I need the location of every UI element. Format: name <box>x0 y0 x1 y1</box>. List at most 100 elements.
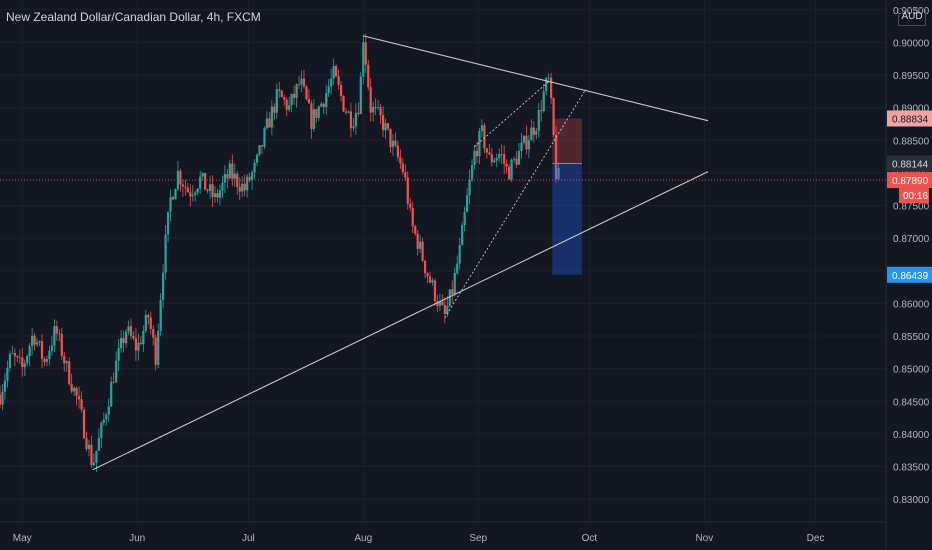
candle-body <box>31 335 34 347</box>
y-tick-label: 0.85500 <box>893 332 930 343</box>
candle-body <box>48 350 51 360</box>
candle-body <box>522 135 526 143</box>
trendlines[interactable] <box>92 35 709 471</box>
candle-body <box>213 193 217 197</box>
candle-body <box>196 188 199 193</box>
y-tick-label: 0.83500 <box>893 463 930 474</box>
candle-body <box>288 105 291 110</box>
y-tick-label: 0.87500 <box>893 202 930 213</box>
candle-body <box>475 150 479 157</box>
candle-body <box>82 409 86 439</box>
candle-body <box>461 224 464 246</box>
position-zones[interactable] <box>552 118 583 275</box>
candle-body <box>132 335 135 339</box>
candle-body <box>456 263 459 273</box>
candle-body <box>478 130 481 157</box>
candle-body <box>470 165 474 180</box>
candle-body <box>465 195 469 212</box>
candle-body <box>302 78 306 87</box>
stop-loss-zone <box>552 118 583 164</box>
candle-body <box>92 462 96 466</box>
y-tick-label: 0.84000 <box>893 430 930 441</box>
candle-body <box>386 123 390 129</box>
candle-body <box>80 399 83 410</box>
candle-body <box>525 135 528 150</box>
currency-badge[interactable]: AUD <box>898 8 926 26</box>
candle-body <box>488 152 491 155</box>
candle-body <box>6 367 9 381</box>
candle-body <box>184 186 187 188</box>
candle-body <box>557 167 560 180</box>
candle-body <box>68 361 71 385</box>
candle-body <box>8 353 11 368</box>
candle-body <box>265 118 269 129</box>
candle-body <box>292 93 296 98</box>
chart-title: New Zealand Dollar/Canadian Dollar, 4h, … <box>6 10 261 24</box>
candle-body <box>554 134 558 180</box>
candle-body <box>419 241 422 249</box>
candle-body <box>246 176 249 191</box>
candle-body <box>166 211 170 235</box>
x-tick-label: May <box>13 533 32 544</box>
candle-body <box>290 93 293 106</box>
y-tick-label: 0.87000 <box>893 234 930 245</box>
x-tick-label: Dec <box>807 533 825 544</box>
candle-body <box>443 304 446 315</box>
candle-body <box>216 193 219 198</box>
candle-body <box>545 78 548 92</box>
candle-body <box>154 337 157 365</box>
candle-body <box>532 127 535 135</box>
candle-body <box>223 174 226 183</box>
y-tick-label: 0.89000 <box>893 104 930 115</box>
candle-body <box>45 359 49 362</box>
candle-body <box>228 163 231 179</box>
candle-body <box>411 207 414 227</box>
y-tick-label: 0.85000 <box>893 365 930 376</box>
candle-body <box>485 148 488 153</box>
candle-body <box>43 358 46 362</box>
candle-body <box>537 109 540 131</box>
candle-body <box>300 78 303 85</box>
candle-body <box>191 194 194 197</box>
candle-body <box>186 187 189 193</box>
candle-body <box>208 184 212 191</box>
channel-line <box>444 89 587 319</box>
candle-body <box>55 326 58 334</box>
candle-body <box>510 159 513 180</box>
candle-body <box>164 234 167 273</box>
candle-body <box>157 330 160 365</box>
candle-body <box>451 289 454 295</box>
candle-body <box>453 272 456 295</box>
candle-body <box>540 109 543 112</box>
trendline <box>92 171 709 471</box>
candle-body <box>480 125 484 131</box>
candle-body <box>320 103 323 107</box>
candle-body <box>137 342 140 351</box>
candle-body <box>147 314 150 318</box>
candle-body <box>201 173 204 177</box>
candle-body <box>248 176 251 181</box>
candle-body <box>409 203 412 208</box>
candle-body <box>38 341 41 343</box>
candle-body <box>73 387 76 392</box>
candle-body <box>431 280 434 283</box>
candle-body <box>500 153 503 155</box>
candle-body <box>129 326 133 336</box>
y-tick-label: 0.90000 <box>893 38 930 49</box>
candle-body <box>23 363 26 368</box>
candle-body <box>359 76 362 114</box>
candle-body <box>100 422 103 438</box>
candle-body <box>3 380 7 392</box>
candle-body <box>115 360 118 383</box>
candle-body <box>105 414 108 420</box>
candle-body <box>344 111 348 113</box>
candle-body <box>278 89 281 91</box>
candle-body <box>122 338 125 344</box>
candle-body <box>221 182 224 191</box>
candle-body <box>250 172 254 181</box>
candle-body <box>275 89 278 113</box>
candle-body <box>231 163 234 179</box>
candle-body <box>317 106 320 118</box>
candle-body <box>463 211 466 225</box>
